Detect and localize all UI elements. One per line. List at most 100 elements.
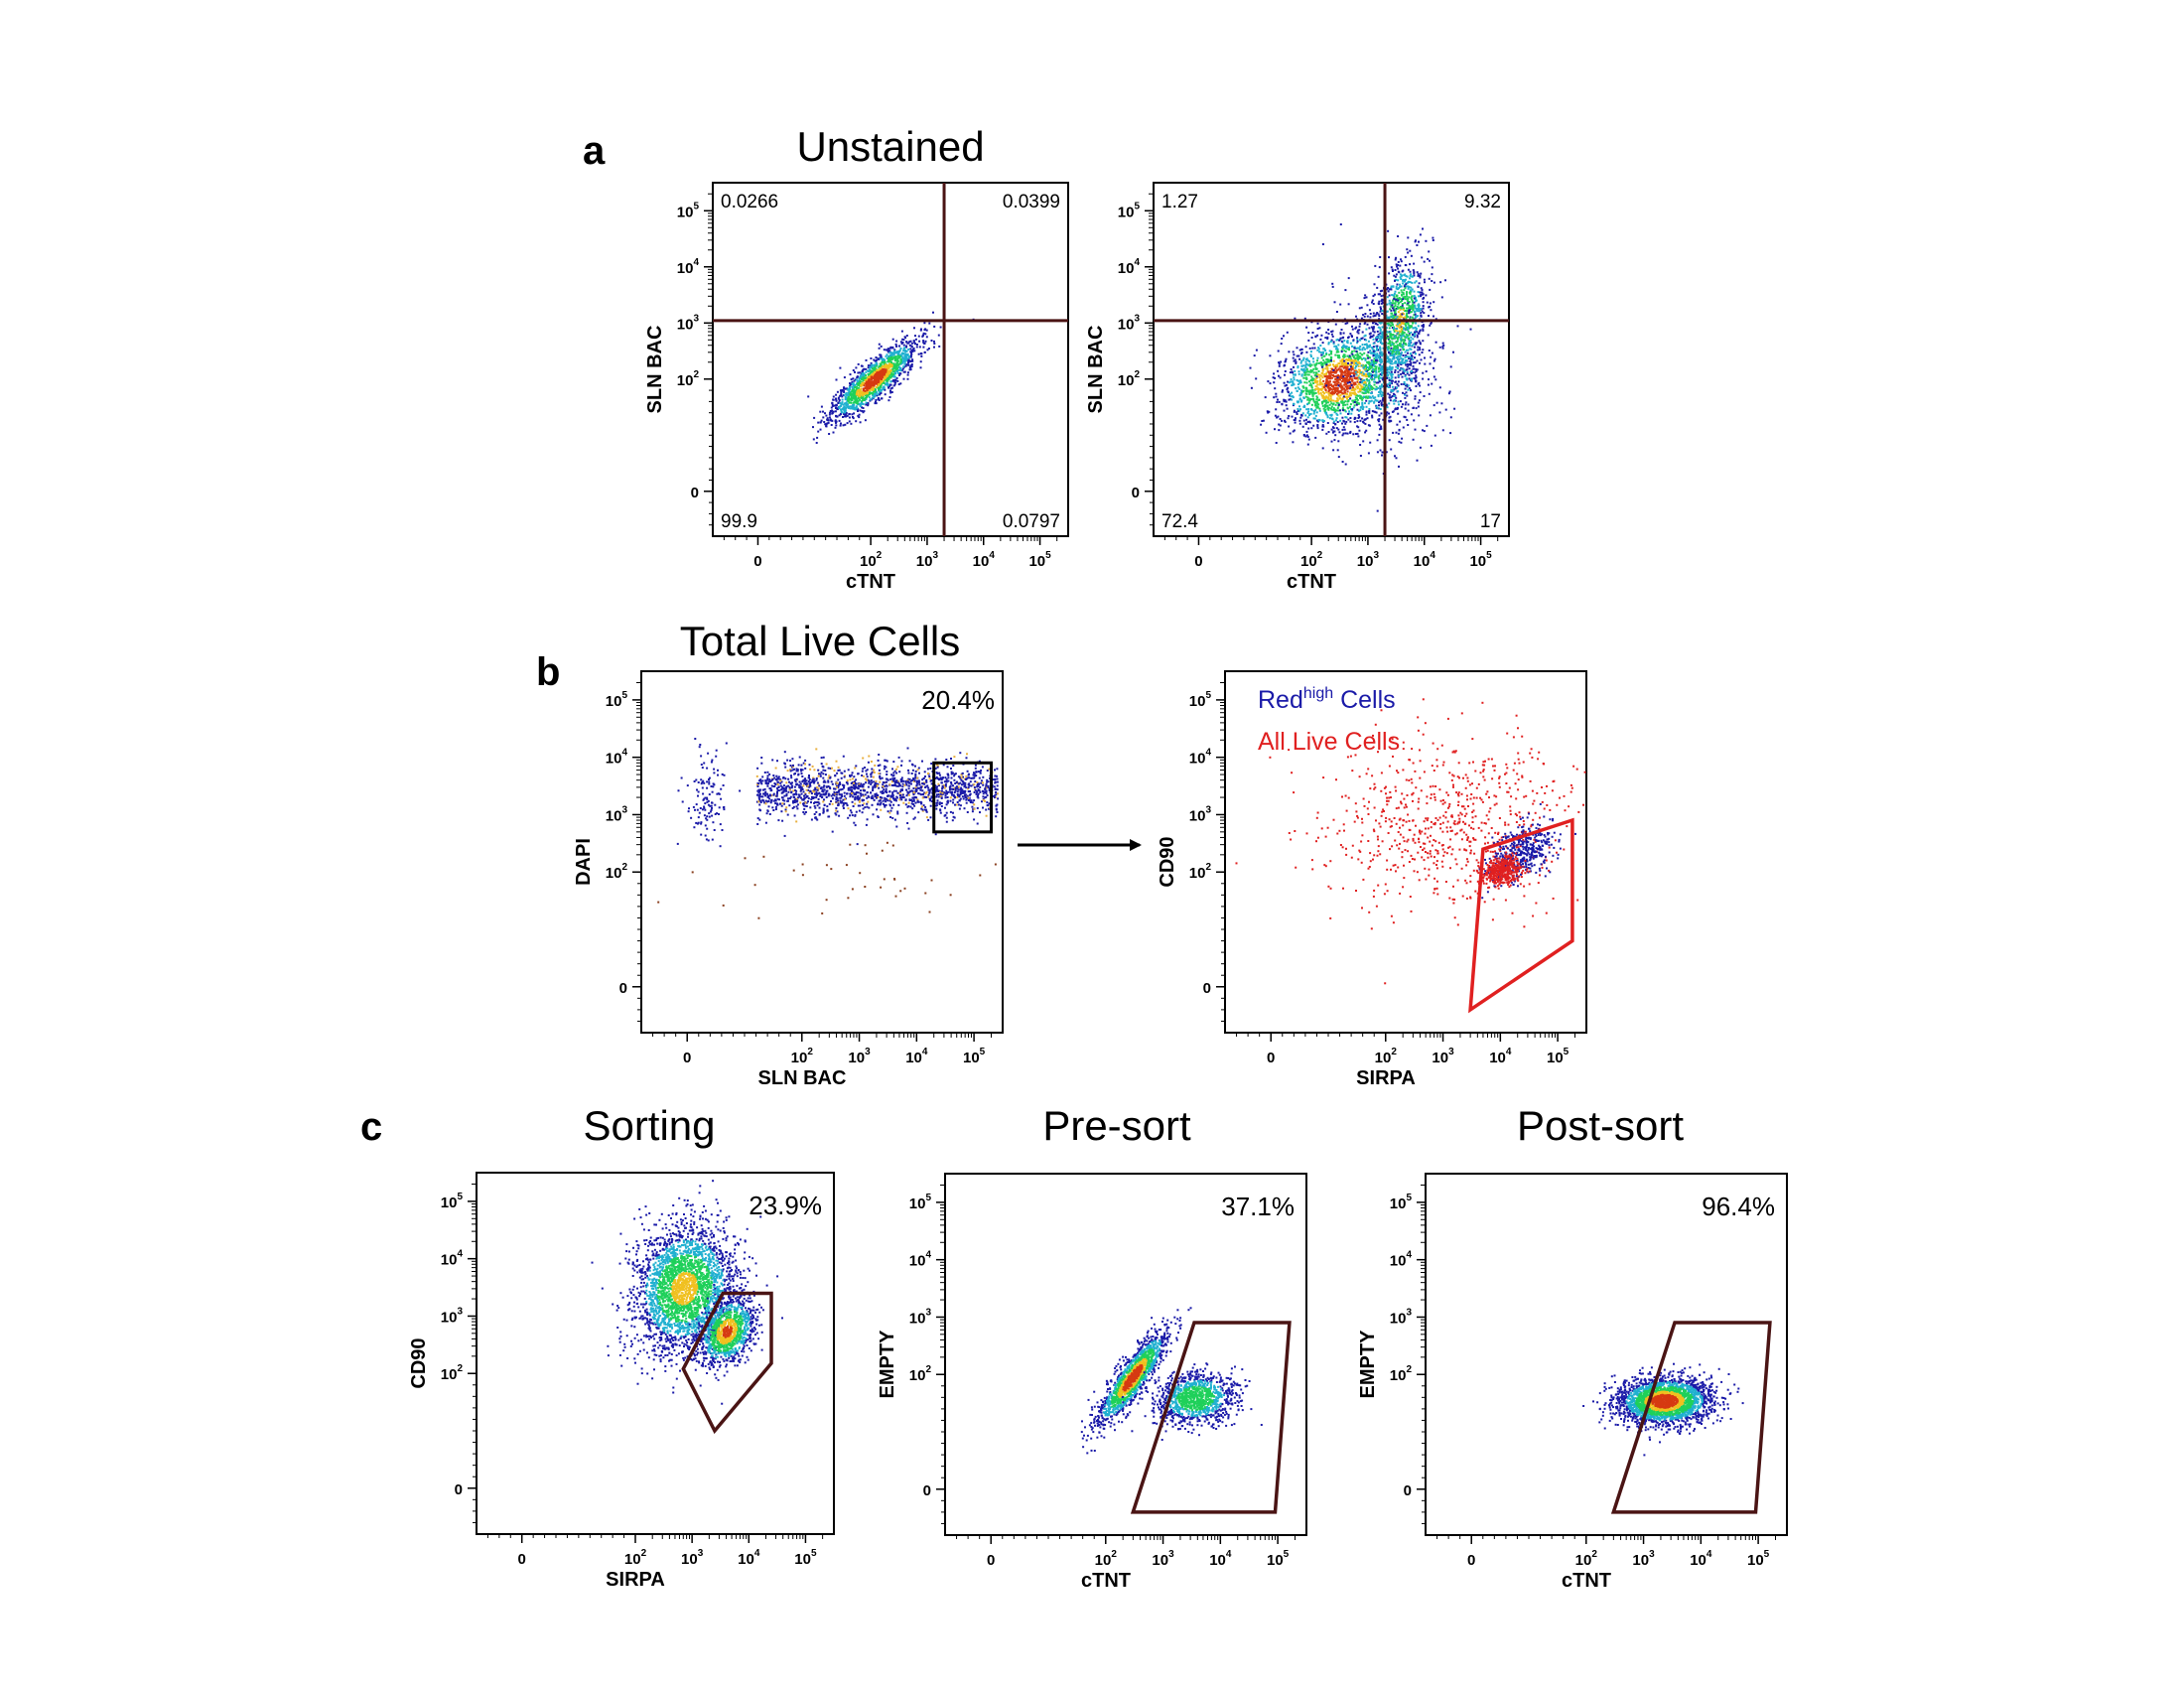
event-point	[865, 398, 868, 401]
event-point	[1314, 414, 1317, 417]
event-point	[1350, 378, 1353, 381]
event-point	[1336, 363, 1339, 366]
event-point	[1374, 322, 1377, 325]
event-point	[1398, 352, 1401, 354]
event-point	[1355, 385, 1358, 388]
quadrant-top-left-value: 0.0266	[721, 192, 778, 212]
event-point	[1388, 366, 1391, 369]
tick-base: 10	[677, 372, 694, 389]
event-point	[887, 360, 890, 363]
event-point	[883, 382, 886, 385]
event-point	[1314, 379, 1317, 382]
event-point	[884, 366, 887, 369]
event-point	[867, 366, 870, 369]
event-point	[1297, 365, 1299, 367]
event-point	[1393, 292, 1396, 295]
event-point	[1321, 371, 1324, 374]
event-point	[1350, 368, 1353, 371]
event-point	[1344, 416, 1347, 419]
event-point	[881, 397, 883, 400]
event-point	[1387, 392, 1390, 395]
event-point	[891, 347, 894, 350]
event-point	[1419, 276, 1422, 279]
event-point	[1362, 420, 1364, 423]
event-point	[1352, 372, 1355, 375]
event-point	[1388, 327, 1391, 330]
event-point	[1399, 315, 1402, 318]
event-point	[1393, 294, 1396, 297]
event-point	[1371, 335, 1374, 338]
event-point	[1395, 256, 1398, 259]
event-point	[1385, 414, 1388, 416]
event-point	[1356, 425, 1359, 428]
event-point	[1273, 372, 1276, 375]
event-point	[1367, 351, 1370, 353]
event-point	[1297, 383, 1299, 386]
event-point	[1369, 344, 1372, 347]
event-point	[1417, 273, 1420, 276]
event-point	[1377, 326, 1380, 329]
tick-exponent: 4	[1430, 550, 1435, 561]
event-point	[881, 369, 883, 372]
event-point	[1388, 371, 1391, 374]
event-point	[1292, 356, 1295, 359]
event-point	[1452, 351, 1454, 353]
event-point	[1411, 298, 1413, 301]
event-point	[1344, 422, 1347, 425]
event-point	[825, 414, 828, 417]
event-point	[1336, 338, 1339, 341]
event-point	[819, 421, 822, 424]
event-point	[1404, 375, 1407, 377]
event-point	[1338, 356, 1341, 359]
event-point	[888, 355, 891, 358]
event-point	[1332, 363, 1334, 366]
event-point	[1309, 391, 1312, 394]
event-point	[880, 383, 883, 386]
event-point	[1348, 410, 1351, 413]
event-point	[1284, 370, 1287, 372]
event-point	[1388, 318, 1391, 321]
event-point	[1398, 349, 1401, 352]
event-point	[1416, 309, 1419, 312]
event-point	[1400, 335, 1403, 338]
event-point	[840, 422, 842, 425]
event-point	[1373, 375, 1376, 378]
event-point	[866, 378, 869, 381]
event-point	[857, 410, 859, 412]
event-point	[827, 419, 830, 422]
event-point	[1328, 364, 1331, 366]
event-point	[849, 382, 851, 385]
event-point	[1314, 402, 1317, 405]
event-point	[879, 385, 882, 388]
event-point	[1418, 295, 1420, 298]
event-point	[1276, 401, 1279, 403]
event-point	[1303, 317, 1306, 320]
event-point	[1330, 373, 1333, 376]
event-point	[1335, 345, 1337, 348]
event-point	[850, 383, 853, 386]
event-point	[1289, 398, 1292, 401]
y-tick-label: 0	[1132, 485, 1140, 501]
event-point	[1361, 388, 1363, 391]
event-point	[1287, 417, 1290, 420]
event-point	[865, 370, 868, 373]
quadrant-bottom-right-value: 0.0797	[1003, 511, 1060, 532]
event-point	[1354, 327, 1357, 330]
event-point	[1366, 304, 1369, 307]
event-point	[1327, 370, 1330, 373]
event-point	[1341, 397, 1344, 400]
event-point	[1304, 395, 1307, 398]
event-point	[1363, 297, 1366, 300]
event-point	[905, 335, 908, 337]
event-point	[1418, 399, 1421, 402]
event-point	[1333, 371, 1336, 374]
event-point	[1348, 376, 1351, 379]
event-point	[1401, 306, 1404, 309]
event-point	[1314, 336, 1317, 339]
event-point	[1391, 327, 1394, 329]
event-point	[1358, 354, 1361, 357]
event-point	[1395, 345, 1398, 348]
event-point	[1371, 414, 1374, 417]
event-point	[1344, 382, 1347, 385]
event-point	[925, 336, 928, 339]
